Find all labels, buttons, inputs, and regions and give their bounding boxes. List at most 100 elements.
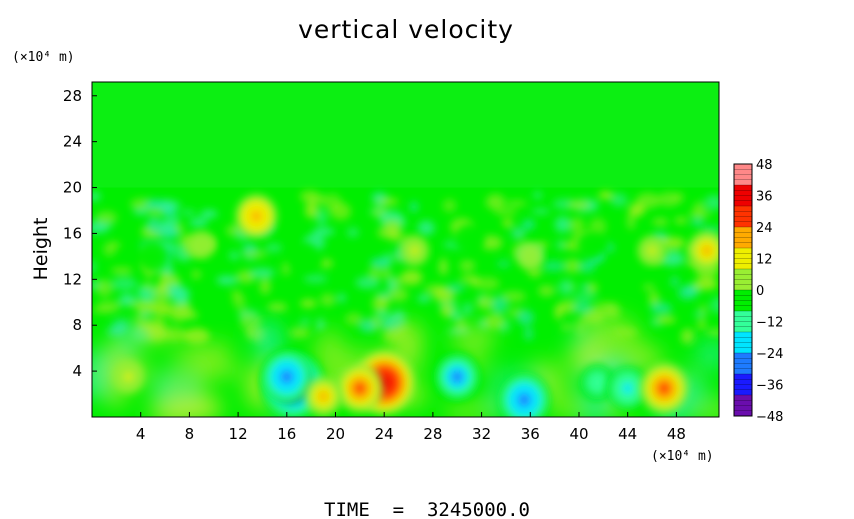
x-tick-label: 28: [423, 425, 442, 443]
turbulence-blob: [159, 200, 182, 211]
time-label: TIME = 3245000.0: [324, 499, 530, 519]
turbulence-blob: [502, 219, 513, 228]
x-tick-label: 44: [618, 425, 637, 443]
turbulence-blob: [388, 287, 409, 302]
velocity-contour: [526, 252, 534, 260]
y-axis-ticks: 4 8 12 16 20 24 28: [63, 87, 97, 380]
velocity-contour: [198, 241, 205, 249]
turbulence-blob: [305, 202, 318, 219]
colorbar-tick-label: 36: [756, 190, 773, 205]
x-tick-label: 12: [229, 425, 248, 443]
turbulence-blob: [491, 295, 508, 314]
velocity-feature: [291, 242, 319, 271]
velocity-contour: [587, 241, 595, 249]
x-tick-label: 8: [185, 425, 195, 443]
colorbar-segment: [734, 332, 752, 354]
turbulence-blob: [572, 293, 597, 301]
turbulence-blob: [538, 285, 555, 297]
colorbar-frame: [733, 163, 753, 417]
turbulence-blob: [383, 219, 402, 230]
turbulence-blob: [563, 258, 582, 274]
turbulence-blob: [265, 243, 283, 253]
turbulence-blob: [659, 236, 686, 250]
turbulence-blob: [392, 310, 406, 322]
lower-blob: [117, 321, 139, 359]
turbulence-blob: [462, 302, 473, 316]
lower-blob: [92, 349, 111, 377]
turbulence-blob: [128, 301, 146, 308]
turbulence-blob: [299, 299, 317, 308]
turbulence-blob: [92, 191, 101, 201]
y-tick-label: 20: [63, 179, 82, 197]
velocity-feature: [497, 371, 551, 417]
velocity-feature: [637, 235, 667, 266]
turbulence-blob: [438, 258, 448, 276]
lower-blob: [189, 348, 211, 391]
turbulence-blob: [180, 209, 196, 216]
turbulence-blob: [95, 300, 122, 312]
turbulence-blob: [598, 191, 614, 200]
turbulence-blob: [337, 293, 346, 303]
turbulence-blob: [95, 210, 118, 225]
velocity-feature: [639, 362, 689, 414]
turbulence-blob: [480, 235, 503, 251]
x-axis-ticks: 4 8 12 16 20 24 28 32 36 40 44 48: [136, 412, 686, 443]
turbulence-blob: [108, 241, 121, 249]
turbulence-blob: [706, 328, 719, 337]
turbulence-blob: [232, 294, 246, 309]
turbulence-blob: [656, 316, 677, 324]
turbulence-blob: [152, 285, 172, 302]
turbulence-blob: [650, 302, 673, 314]
velocity-feature: [188, 230, 215, 259]
turbulence-blob: [628, 203, 646, 217]
turbulence-blob: [417, 220, 435, 236]
lower-blob: [162, 398, 221, 417]
y-tick-label: 28: [63, 87, 82, 105]
turbulence-blob: [137, 284, 158, 302]
lower-blob: [590, 328, 646, 360]
y-tick-label: 24: [63, 133, 82, 151]
turbulence-blob: [524, 326, 534, 341]
colorbar-tick-label: 0: [756, 284, 764, 299]
turbulence-blob: [442, 198, 457, 213]
turbulence-blob: [642, 283, 656, 291]
turbulence-blob: [688, 210, 712, 219]
turbulence-blob: [516, 309, 535, 326]
turbulence-blob: [249, 267, 275, 278]
turbulence-blob: [710, 296, 719, 314]
turbulence-blob: [511, 226, 526, 240]
turbulence-blob: [474, 276, 500, 291]
y-tick-label: 8: [72, 316, 82, 334]
velocity-contour: [702, 245, 712, 256]
velocity-contour: [451, 370, 464, 384]
turbulence-blob: [183, 328, 210, 345]
velocity-feature: [336, 363, 384, 413]
turbulence-blob: [320, 258, 334, 268]
turbulence-blob: [560, 324, 574, 331]
turbulence-blob: [320, 293, 336, 307]
velocity-contour: [124, 372, 133, 381]
turbulence-blob: [522, 219, 536, 230]
y-axis-unit-label: (×10⁴ m): [12, 50, 75, 65]
colorbar-tick-label: 12: [756, 253, 773, 268]
turbulence-blob: [92, 260, 97, 274]
velocity-contour: [622, 382, 633, 394]
colorbar-segment: [734, 269, 752, 291]
turbulence-blob: [578, 260, 596, 274]
velocity-feature: [138, 241, 168, 272]
turbulence-blob: [111, 276, 138, 291]
velocity-contour: [648, 246, 656, 255]
velocity-feature: [400, 235, 430, 266]
velocity-contour: [149, 252, 157, 261]
turbulence-blob: [142, 282, 154, 291]
turbulence-blob: [316, 209, 327, 226]
turbulence-blob: [110, 267, 133, 274]
colorbar-tick-label: −24: [756, 347, 783, 362]
colorbar-tick-label: −12: [756, 316, 783, 331]
velocity-feature: [260, 349, 314, 405]
turbulence-blob: [626, 212, 636, 230]
turbulence-blob: [95, 279, 113, 297]
turbulence-blob: [648, 291, 660, 307]
turbulence-blob: [323, 193, 342, 211]
